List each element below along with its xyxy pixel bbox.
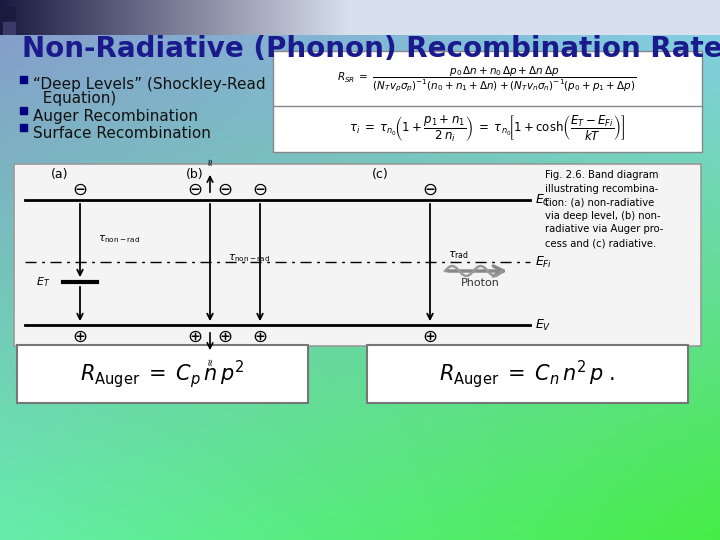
Text: Non-Radiative (Phonon) Recombination Rates: Non-Radiative (Phonon) Recombination Rat… (22, 35, 720, 63)
Text: $\approx$: $\approx$ (205, 357, 215, 368)
Text: $\ominus$: $\ominus$ (423, 181, 438, 199)
Text: $\oplus$: $\oplus$ (423, 328, 438, 346)
Text: $\tau_i\;=\;\tau_{n_0}\!\left(1+\dfrac{p_1+n_1}{2\,n_i}\right)\;=\;\tau_{n_0}\!\: $\tau_i\;=\;\tau_{n_0}\!\left(1+\dfrac{p… (348, 114, 626, 144)
Text: $R_{\mathrm{Auger}}\;=\;C_p\, n\, p^2$: $R_{\mathrm{Auger}}\;=\;C_p\, n\, p^2$ (80, 358, 244, 390)
Text: $E_{Fi}$: $E_{Fi}$ (535, 254, 552, 269)
Text: “Deep Levels” (Shockley-Read: “Deep Levels” (Shockley-Read (33, 78, 266, 92)
FancyArrowPatch shape (448, 266, 503, 276)
FancyBboxPatch shape (273, 106, 702, 152)
FancyBboxPatch shape (3, 7, 16, 20)
Text: $E_T$: $E_T$ (36, 275, 50, 289)
Text: $\ominus$: $\ominus$ (252, 181, 268, 199)
FancyBboxPatch shape (367, 345, 688, 403)
Polygon shape (20, 76, 27, 83)
FancyBboxPatch shape (273, 51, 702, 107)
Text: $\ominus$: $\ominus$ (72, 181, 88, 199)
Text: $E_C$: $E_C$ (535, 192, 551, 207)
Text: $\ominus$: $\ominus$ (187, 181, 203, 199)
Polygon shape (20, 107, 27, 114)
Text: Surface Recombination: Surface Recombination (33, 125, 211, 140)
Text: $\tau_{\mathrm{non-rad}}$: $\tau_{\mathrm{non-rad}}$ (228, 252, 270, 264)
Text: $\oplus$: $\oplus$ (252, 328, 268, 346)
Text: Equation): Equation) (33, 91, 116, 105)
Polygon shape (20, 124, 27, 131)
FancyBboxPatch shape (17, 345, 308, 403)
Text: $\oplus$: $\oplus$ (72, 328, 88, 346)
Text: $R_{SR}\;=\;\dfrac{p_0\,\Delta n + n_0\,\Delta p + \Delta n\,\Delta p}{(N_T v_p : $R_{SR}\;=\;\dfrac{p_0\,\Delta n + n_0\,… (338, 64, 636, 94)
Text: $\tau_{\mathrm{rad}}$: $\tau_{\mathrm{rad}}$ (448, 249, 469, 261)
Text: Auger Recombination: Auger Recombination (33, 109, 198, 124)
FancyBboxPatch shape (14, 164, 701, 346)
Text: $\oplus$: $\oplus$ (217, 328, 233, 346)
Text: (b): (b) (186, 168, 204, 181)
Text: (c): (c) (372, 168, 388, 181)
FancyBboxPatch shape (0, 0, 720, 35)
Text: $\oplus$: $\oplus$ (187, 328, 203, 346)
Text: $\ominus$: $\ominus$ (217, 181, 233, 199)
FancyBboxPatch shape (3, 22, 16, 35)
Text: (a): (a) (51, 168, 68, 181)
Text: $\approx$: $\approx$ (205, 157, 215, 168)
Text: $R_{\mathrm{Auger}}\;=\;C_n\, n^2\, p\;.$: $R_{\mathrm{Auger}}\;=\;C_n\, n^2\, p\;.… (439, 358, 615, 390)
Text: Fig. 2.6. Band diagram
illustrating recombina-
tion: (a) non-radiative
via deep : Fig. 2.6. Band diagram illustrating reco… (545, 170, 663, 248)
Text: Photon: Photon (461, 278, 500, 288)
Text: $\tau_{\mathrm{non-rad}}$: $\tau_{\mathrm{non-rad}}$ (98, 233, 140, 245)
Text: $E_V$: $E_V$ (535, 318, 552, 333)
